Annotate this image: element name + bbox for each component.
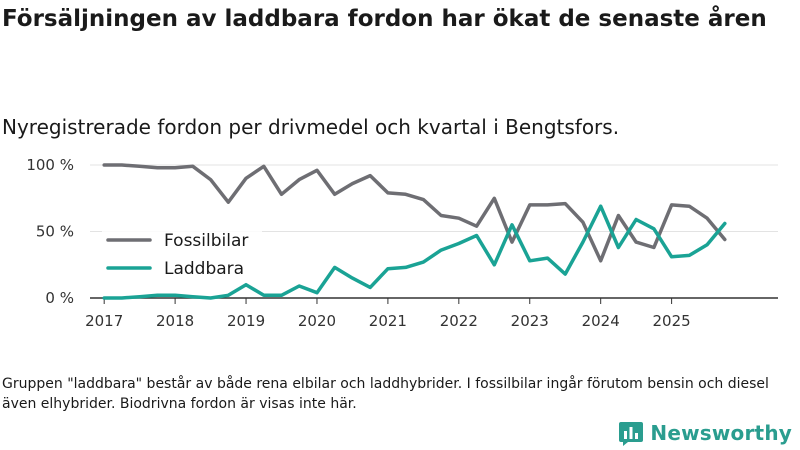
legend-label-fossilbilar: Fossilbilar	[164, 231, 248, 251]
chart-footnote: Gruppen "laddbara" består av både rena e…	[2, 376, 769, 412]
x-tick-label: 2024	[582, 312, 620, 330]
x-tick-label: 2018	[156, 312, 194, 330]
y-tick-label: 50 %	[36, 223, 74, 241]
chart-title: Försäljningen av laddbara fordon har öka…	[2, 6, 767, 32]
x-tick-label: 2019	[227, 312, 265, 330]
line-chart: 0 % 50 % 100 % 2017 2018 2019 2020 2021 2022 2023…	[26, 156, 778, 330]
y-tick-label: 0 %	[45, 289, 74, 307]
series-line-fossilbilar	[102, 163, 727, 263]
series-line-laddbara	[102, 204, 727, 300]
newsworthy-logo-icon	[619, 422, 644, 446]
x-tick-label: 2020	[298, 312, 336, 330]
newsworthy-logo: Newsworthy	[618, 418, 792, 448]
legend-label-laddbara: Laddbara	[164, 259, 244, 279]
chart-subtitle: Nyregistrerade fordon per drivmedel och …	[2, 115, 620, 139]
x-tick-label: 2021	[369, 312, 407, 330]
y-tick-label: 100 %	[26, 156, 74, 174]
x-tick-label: 2022	[440, 312, 478, 330]
x-tick-label: 2023	[511, 312, 549, 330]
newsworthy-logo-text: Newsworthy	[650, 421, 792, 445]
x-tick-label: 2025	[653, 312, 691, 330]
x-tick-label: 2017	[85, 312, 123, 330]
